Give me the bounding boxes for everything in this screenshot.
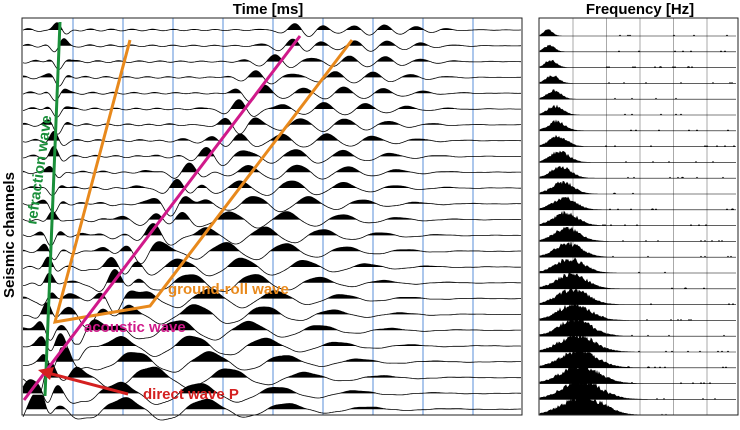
spectrum: [539, 104, 736, 116]
trace-fill: [23, 395, 521, 410]
frequency-title: Frequency [Hz]: [586, 1, 694, 18]
trace-fill: [23, 288, 521, 299]
trace-fill: [23, 269, 521, 283]
trace-line: [22, 54, 521, 71]
refraction-line: [43, 21, 62, 397]
trace-line: [22, 333, 522, 361]
ground-roll-label: ground-roll wave: [168, 281, 289, 298]
spectrum: [539, 363, 736, 384]
spectrum: [539, 287, 736, 305]
spectrum: [539, 89, 736, 100]
spectrum: [539, 378, 736, 400]
y-axis-label: Seismic channels: [1, 172, 18, 298]
trace-line: [22, 196, 521, 217]
spectrum: [539, 150, 736, 163]
trace-line: [23, 288, 522, 313]
trace-line: [22, 319, 521, 345]
direct-arrowhead: [38, 367, 54, 380]
traces: [22, 22, 522, 421]
spectrum: [539, 44, 736, 53]
trace-line: [22, 99, 521, 118]
trace-line: [22, 223, 521, 247]
trace-line: [22, 302, 522, 329]
trace-line: [22, 130, 521, 148]
spectrum: [539, 302, 736, 321]
trace-fill: [23, 347, 521, 362]
spectrum: [539, 119, 736, 132]
spectrum: [539, 134, 736, 148]
spectrum: [539, 196, 736, 211]
trace-line: [22, 38, 522, 53]
trace-line: [23, 347, 521, 373]
acoustic-label: acoustic wave: [84, 319, 186, 336]
spectrum: [539, 180, 736, 195]
time-panel-frame: [21, 17, 523, 416]
trace-line: [22, 241, 521, 265]
trace-line: [22, 145, 522, 167]
spectrum: [539, 210, 736, 226]
time-title: Time [ms]: [233, 1, 304, 18]
spectrum: [539, 257, 736, 274]
spectrum: [539, 166, 736, 179]
trace-fill: [23, 223, 521, 236]
trace-fill: [23, 99, 521, 109]
direct-label: direct wave P: [143, 386, 239, 403]
trace-line: [22, 394, 521, 421]
trace-line: [22, 84, 521, 102]
direct-arrow: [47, 371, 129, 396]
spectrum: [539, 271, 736, 290]
trace-line: [23, 268, 522, 292]
spectrum: [539, 317, 736, 337]
spectra: [539, 29, 736, 416]
trace-line: [22, 117, 521, 135]
trace-line: [22, 70, 522, 87]
trace-fill: [23, 302, 521, 315]
spectrum: [539, 226, 736, 242]
spectrum: [539, 242, 736, 258]
acoustic-line: [22, 35, 302, 401]
spectrum: [539, 29, 736, 37]
wave-lines: [22, 21, 354, 401]
trace-fill: [23, 363, 521, 378]
spectrum: [539, 347, 736, 369]
trace-line: [22, 162, 522, 180]
spectrum: [539, 75, 736, 84]
trace-line: [22, 256, 522, 277]
trace-line: [22, 178, 521, 196]
spectrum: [539, 59, 736, 69]
trace-fill: [23, 196, 521, 204]
frequency-panel-frame: [538, 17, 739, 416]
trace-fill: [23, 379, 521, 394]
trace-line: [22, 22, 521, 38]
trace-fill: [23, 54, 521, 62]
spectrum: [539, 333, 736, 353]
ground-roll-line: [52, 39, 354, 324]
trace-line: [22, 211, 521, 229]
